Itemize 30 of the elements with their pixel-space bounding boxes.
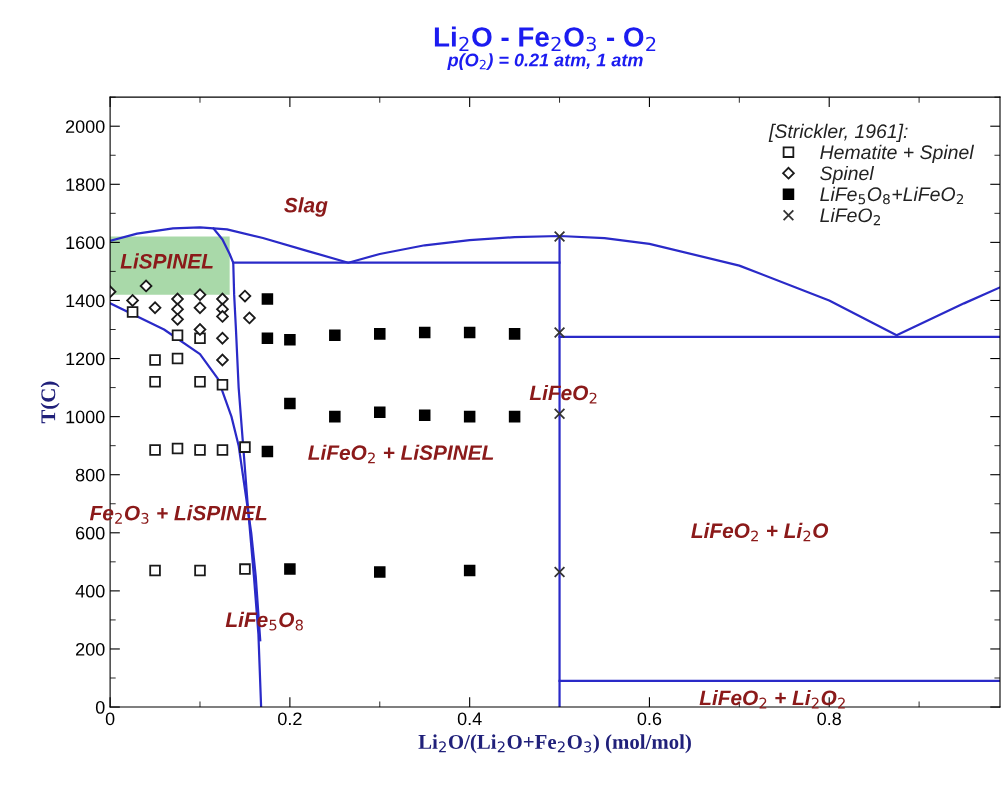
y-axis-title: T(C) xyxy=(40,381,60,424)
annotation: LiFeO$_{2}$ + Li$_{2}$O xyxy=(691,522,829,542)
y-tick-label: 800 xyxy=(75,468,105,482)
x-tick-label: 0.8 xyxy=(817,712,841,726)
legend-label: Hematite + Spinel xyxy=(820,144,975,163)
chart-title: Li$_{2}$O - Fe$_{2}$O$_{3}$ - O$_{2}$ xyxy=(434,26,656,52)
y-tick-label: 1600 xyxy=(66,236,105,250)
y-tick-label: 1400 xyxy=(66,294,105,308)
y-tick-label: 200 xyxy=(76,642,105,656)
chart-subtitle: p(O$_{2}$) = 0.21 atm, 1 atm xyxy=(447,53,643,70)
y-tick-label: 1200 xyxy=(66,352,105,366)
legend-title: [Strickler, 1961]: xyxy=(768,123,908,142)
y-tick-label: 1800 xyxy=(66,178,105,192)
annotation: Slag xyxy=(284,197,328,217)
x-tick-label: 0.4 xyxy=(457,712,482,726)
annotation: LiFeO$_{2}$ + Li$_{2}$O$_{2}$ xyxy=(699,689,845,709)
x-tick-label: 0.6 xyxy=(637,712,662,726)
y-tick-label: 2000 xyxy=(65,120,105,133)
y-tick-label: 400 xyxy=(75,584,105,598)
legend-label: LiFe$_{5}$O$_{8}$+LiFeO$_{2}$ xyxy=(820,186,964,205)
legend-label: LiFeO$_{2}$ xyxy=(820,207,881,226)
y-tick-label: 1000 xyxy=(66,410,105,424)
annotation: LiSPINEL xyxy=(120,253,213,269)
y-tick-label: 0 xyxy=(95,700,105,714)
y-tick-label: 600 xyxy=(76,526,105,540)
x-tick-label: 0.2 xyxy=(278,712,302,726)
text: Li$_{2}$O/(Li$_{2}$O+Fe$_{2}$O$_{3}$) (mol/mol) xyxy=(418,734,691,754)
x-tick-label: 0 xyxy=(105,712,115,726)
legend-label: Spinel xyxy=(820,165,875,185)
annotation: LiFeO$_{2}$ + LiSPINEL xyxy=(308,444,494,464)
